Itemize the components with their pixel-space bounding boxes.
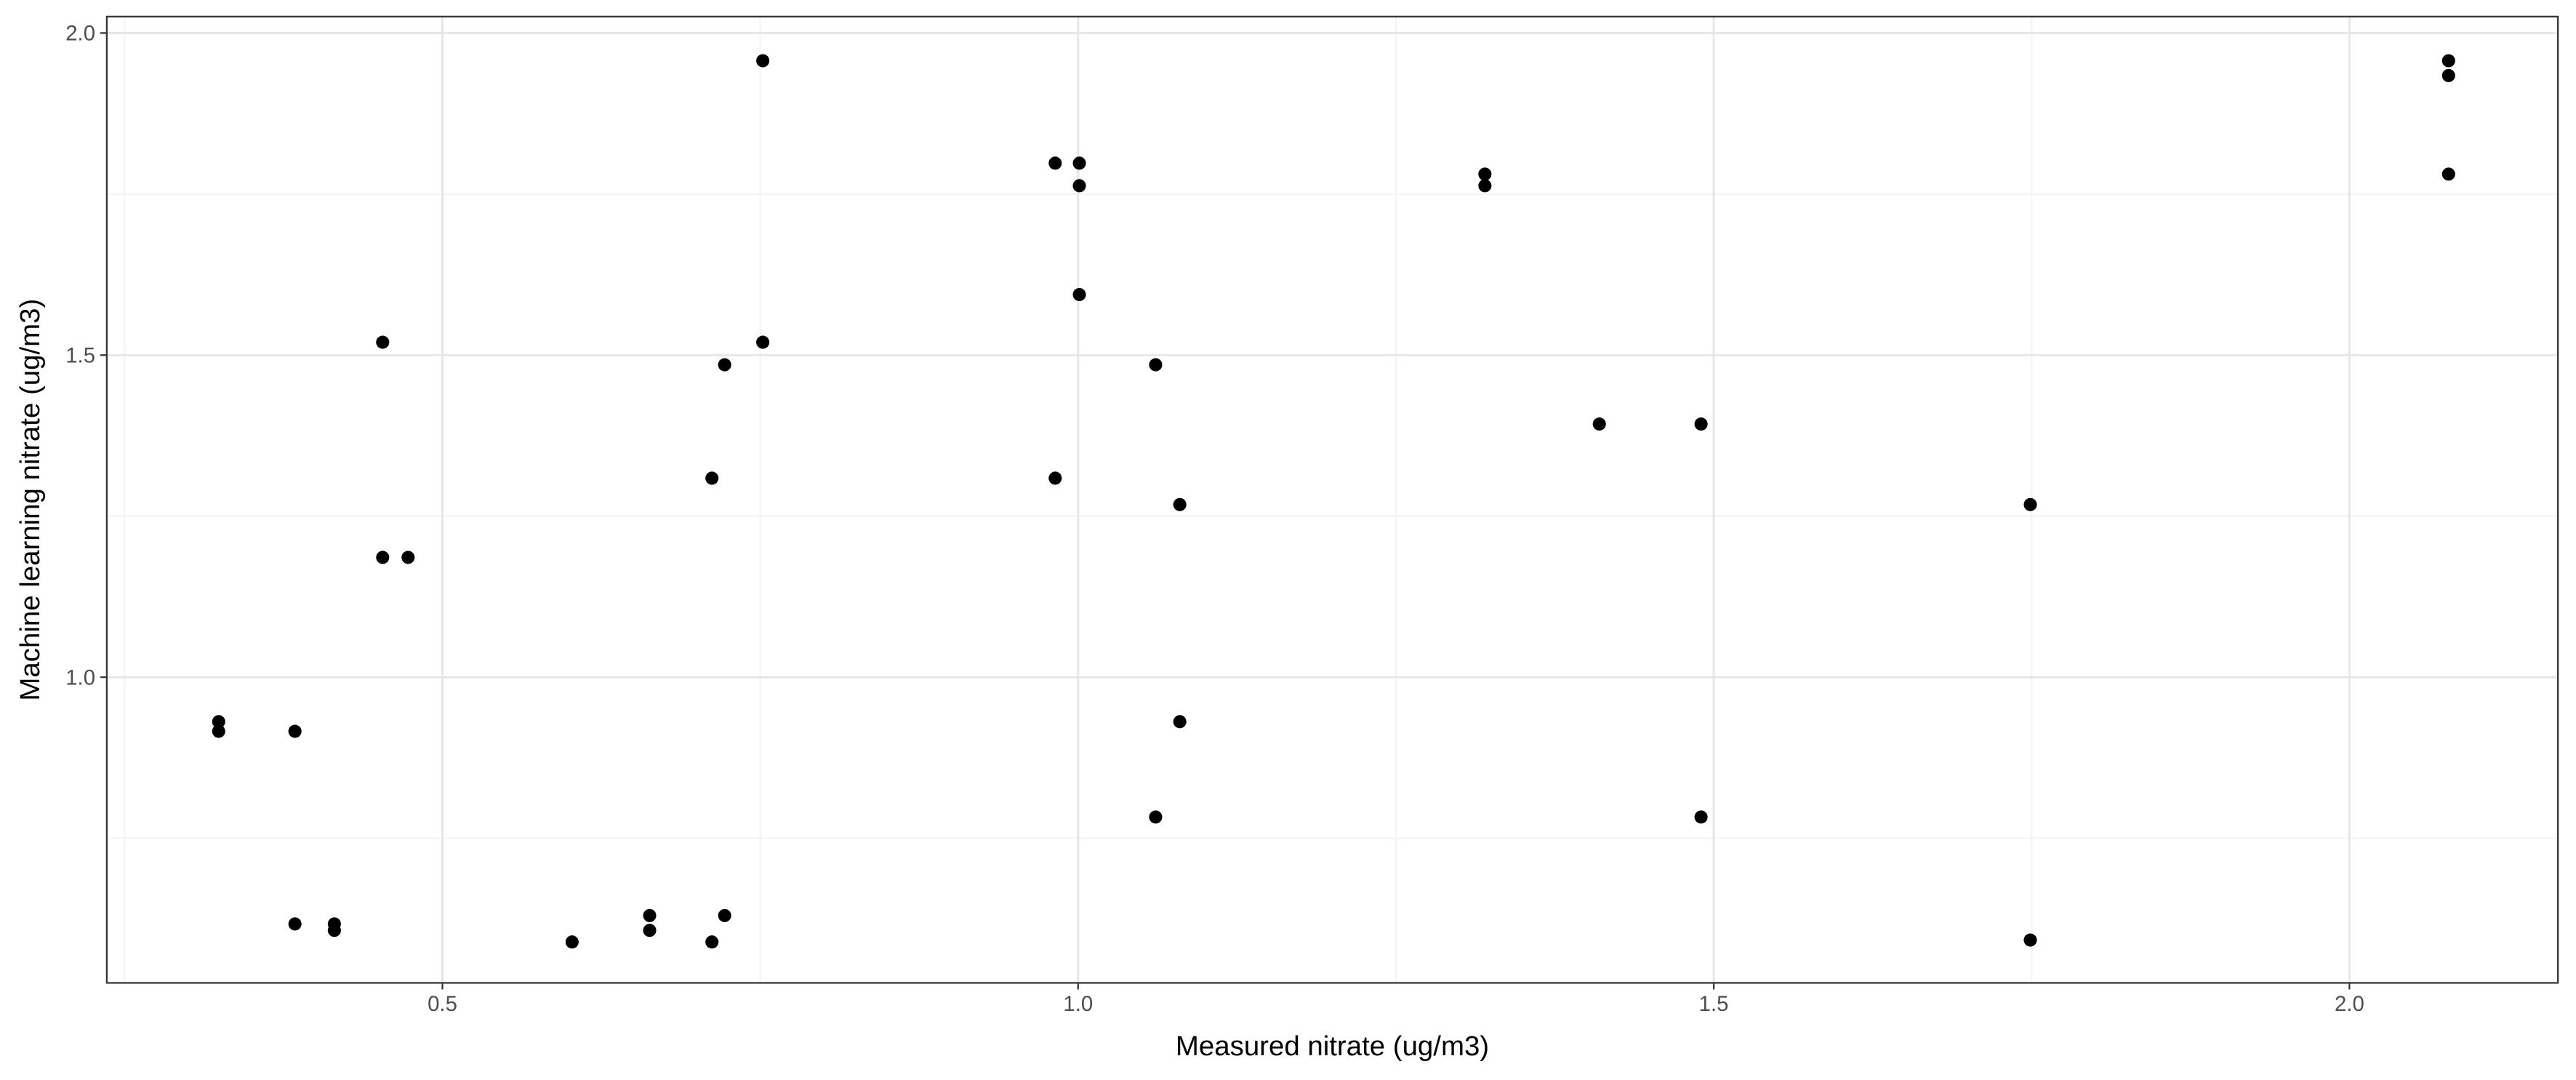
point: [565, 935, 579, 949]
point: [327, 924, 341, 937]
point: [1048, 471, 1062, 485]
x-tick-label: 0.5: [428, 992, 457, 1016]
x-tick-label: 1.0: [1063, 992, 1093, 1016]
point: [288, 917, 302, 931]
point: [1173, 715, 1187, 729]
point: [718, 908, 731, 922]
x-axis-title: Measured nitrate (ug/m3): [1176, 1031, 1489, 1062]
point: [756, 335, 770, 349]
point: [1149, 358, 1163, 372]
y-tick-label: 2.0: [65, 22, 95, 46]
point: [643, 924, 657, 937]
point: [376, 551, 390, 564]
y-tick-label: 1.0: [65, 665, 95, 689]
y-axis-title: Machine learning nitrate (ug/m3): [15, 299, 46, 701]
point: [705, 471, 719, 485]
point: [705, 935, 719, 949]
point: [1694, 417, 1708, 431]
point: [1149, 810, 1163, 824]
x-tick-label: 1.5: [1699, 992, 1729, 1016]
point: [2023, 933, 2037, 947]
point: [1072, 179, 1086, 193]
point: [1592, 417, 1606, 431]
point: [212, 715, 225, 729]
point: [1173, 497, 1187, 511]
point: [376, 335, 390, 349]
point: [212, 724, 225, 738]
panel-border: [105, 15, 2559, 984]
point: [1072, 156, 1086, 170]
point: [643, 908, 657, 922]
point: [718, 358, 731, 372]
point: [401, 551, 415, 564]
point: [1478, 179, 1492, 193]
point: [1478, 167, 1492, 181]
y-tick-label: 1.5: [65, 343, 95, 367]
point: [2441, 54, 2455, 68]
point: [288, 724, 302, 738]
point: [1048, 156, 1062, 170]
point: [756, 54, 770, 68]
point: [2441, 167, 2455, 181]
point: [1694, 810, 1708, 824]
point: [2023, 497, 2037, 511]
point: [2441, 68, 2455, 82]
point: [1072, 287, 1086, 302]
x-tick-label: 2.0: [2335, 992, 2364, 1016]
